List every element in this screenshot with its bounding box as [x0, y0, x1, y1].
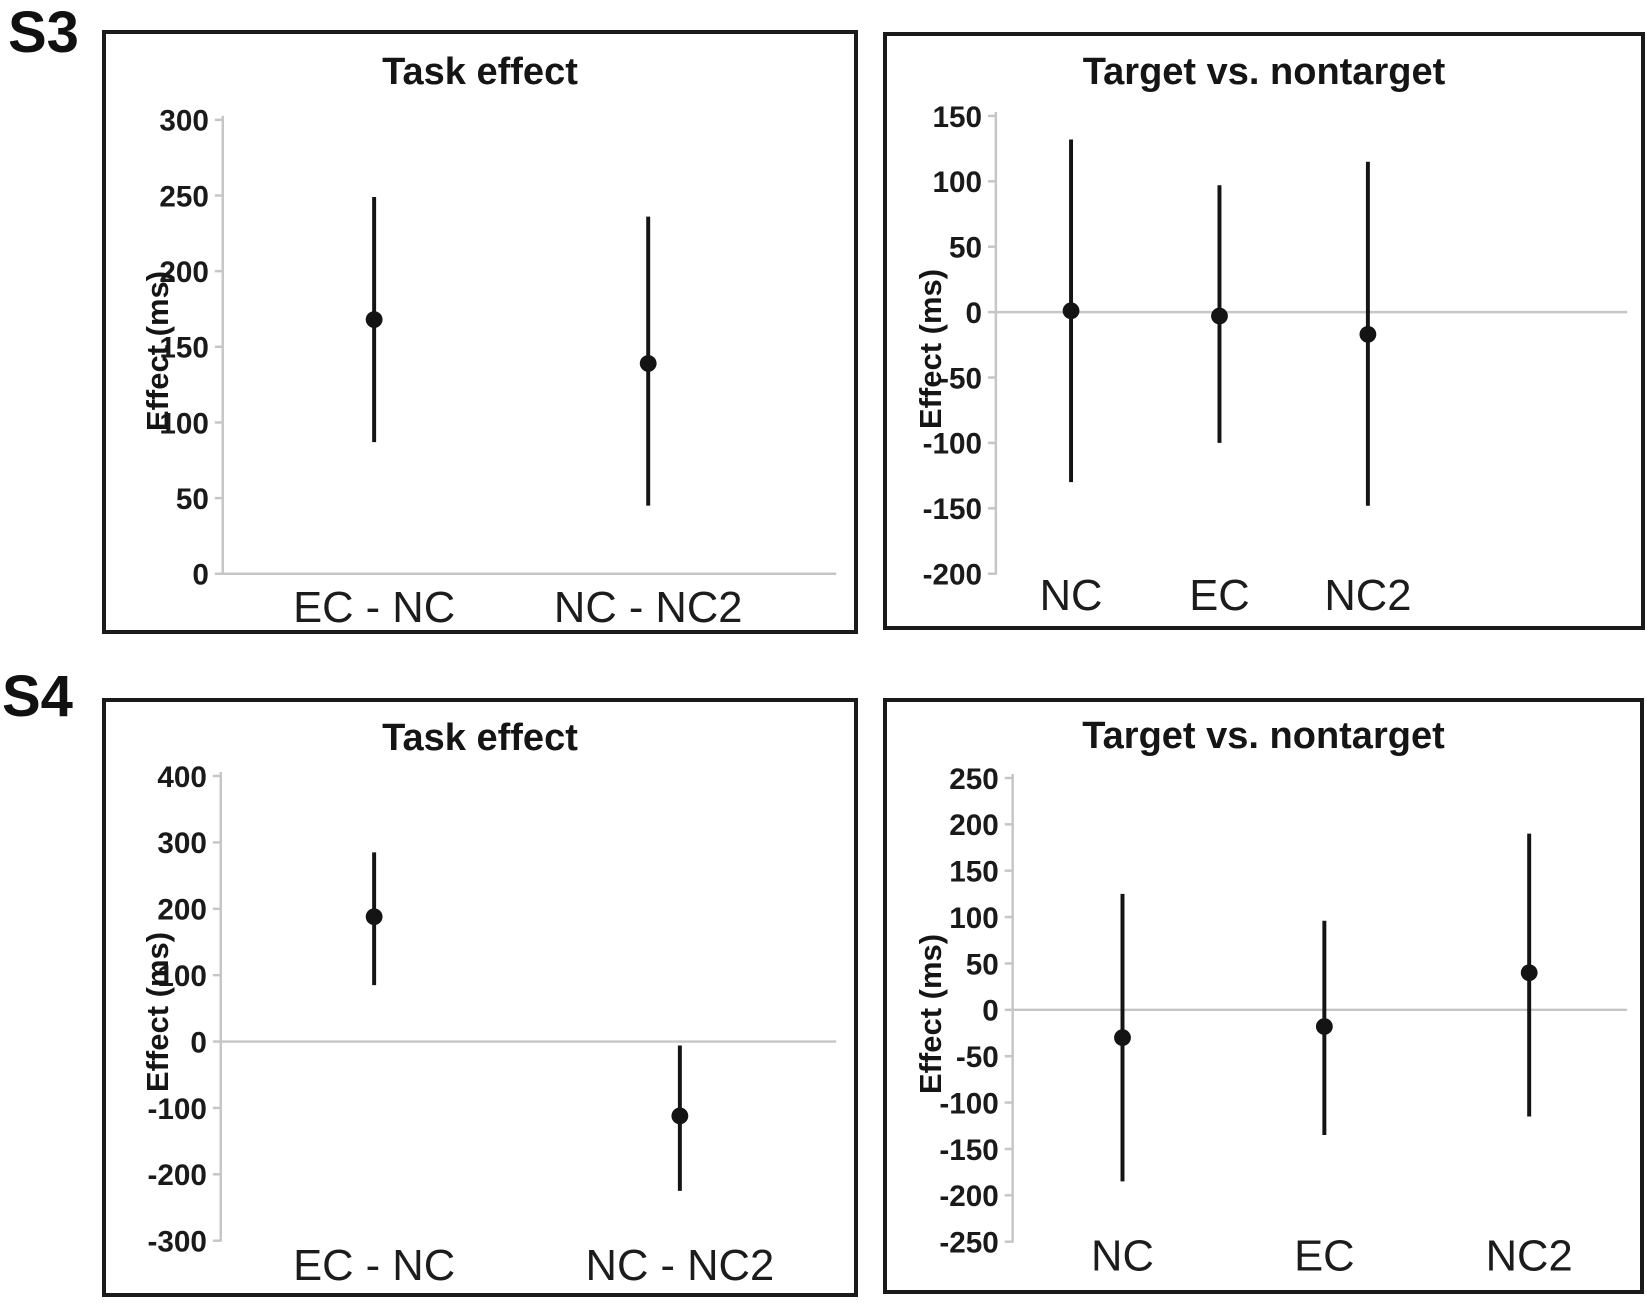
- category-label: EC: [1189, 572, 1249, 620]
- y-tick-label: 200: [159, 256, 209, 289]
- category-label: NC2: [1486, 1232, 1573, 1280]
- mean-marker-EC: [1315, 1018, 1333, 1035]
- y-tick-label: -100: [148, 1093, 207, 1126]
- mean-marker-NC: [1114, 1029, 1131, 1047]
- y-tick-label: -250: [939, 1227, 998, 1260]
- category-label: NC: [1040, 572, 1103, 620]
- y-tick-label: 200: [157, 894, 207, 927]
- y-tick-label: 0: [982, 995, 999, 1028]
- category-label: EC - NC: [293, 584, 455, 630]
- mean-marker-NC-NC2: [671, 1107, 689, 1125]
- y-tick-label: 100: [932, 166, 982, 199]
- category-label: EC: [1294, 1232, 1354, 1280]
- y-tick-label: 50: [966, 948, 999, 981]
- mean-marker-NC2: [1520, 964, 1538, 982]
- chart-title: Task effect: [382, 717, 578, 759]
- y-tick-label: -100: [923, 428, 982, 461]
- errorbar-chart-s3-task-effect: 300 250 200 150 100 50 0 EC - NC NC - NC2: [159, 105, 837, 630]
- y-tick-label: 200: [949, 809, 999, 842]
- y-tick-label: 400: [157, 761, 207, 794]
- category-label: NC2: [1324, 572, 1411, 620]
- chart-title: Target vs. nontarget: [1082, 51, 1446, 93]
- chart-panel-s4-target-vs-nontarget: Target vs. nontarget Effect (ms) 250 200 1…: [883, 698, 1644, 1294]
- y-tick-label: 0: [192, 559, 209, 592]
- y-tick-label: 250: [949, 763, 999, 796]
- chart-panel-s4-task-effect: Task effect Effect (ms) 400 300 200 100 0 -10…: [102, 698, 858, 1297]
- mean-marker-EC-NC: [365, 908, 383, 926]
- category-label: NC: [1091, 1232, 1154, 1280]
- y-axis-title: Effect (ms): [140, 931, 175, 1093]
- y-tick-label: -50: [939, 362, 982, 395]
- y-tick-label: 150: [949, 856, 999, 889]
- mean-marker-NC-NC2: [639, 355, 657, 372]
- y-axis-title: Effect (ms): [140, 270, 175, 432]
- y-tick-label: 0: [965, 297, 982, 330]
- errorbar-chart-s4-target-vs-nontarget: 250 200 150 100 50 0 -50 -100 -150 -200 -250 NC EC NC…: [939, 763, 1628, 1280]
- y-tick-label: 300: [157, 827, 207, 860]
- y-tick-label: -50: [956, 1041, 999, 1074]
- mean-marker-NC: [1062, 302, 1080, 320]
- y-axis-title: Effect (ms): [913, 268, 948, 430]
- y-axis-title: Effect (ms): [913, 933, 948, 1095]
- chart-panel-s3-target-vs-nontarget: Target vs. nontarget Effect (ms) 150 100 5…: [883, 32, 1645, 630]
- row-label-s4: S4: [2, 664, 73, 729]
- y-tick-label: 50: [949, 232, 982, 265]
- errorbar-chart-s3-target-vs-nontarget: 150 100 50 0 -50 -100 -150 -200 NC EC NC2: [923, 101, 1628, 620]
- chart-title: Task effect: [382, 51, 578, 93]
- y-tick-label: -200: [148, 1159, 207, 1192]
- y-tick-label: -150: [939, 1134, 998, 1167]
- y-tick-label: -100: [939, 1087, 998, 1120]
- mean-marker-EC-NC: [365, 311, 383, 328]
- y-tick-label: -300: [148, 1226, 207, 1259]
- row-label-s3: S3: [8, 0, 79, 65]
- chart-title: Target vs. nontarget: [1082, 715, 1445, 757]
- category-label: EC - NC: [293, 1242, 455, 1290]
- y-tick-label: 100: [159, 407, 209, 440]
- mean-marker-NC2: [1359, 325, 1377, 343]
- category-label: NC - NC2: [554, 584, 743, 630]
- chart-panel-s3-task-effect: Task effect Effect (ms) 300 250 200 150 100 5…: [102, 30, 858, 634]
- mean-marker-EC: [1211, 307, 1228, 325]
- y-tick-label: 150: [932, 101, 982, 134]
- y-tick-label: 300: [159, 105, 209, 138]
- y-tick-label: 150: [159, 332, 209, 365]
- y-tick-label: 50: [176, 483, 209, 516]
- y-tick-label: 100: [157, 960, 207, 993]
- y-tick-label: -150: [923, 493, 982, 526]
- y-tick-label: 250: [159, 180, 209, 213]
- errorbar-chart-s4-task-effect: 400 300 200 100 0 -100 -200 -300 EC - NC NC - NC2: [148, 761, 837, 1290]
- y-tick-label: -200: [939, 1180, 998, 1213]
- category-label: NC - NC2: [586, 1242, 775, 1290]
- y-tick-label: -200: [923, 559, 982, 592]
- y-tick-label: 100: [949, 902, 999, 935]
- y-tick-label: 0: [190, 1026, 207, 1059]
